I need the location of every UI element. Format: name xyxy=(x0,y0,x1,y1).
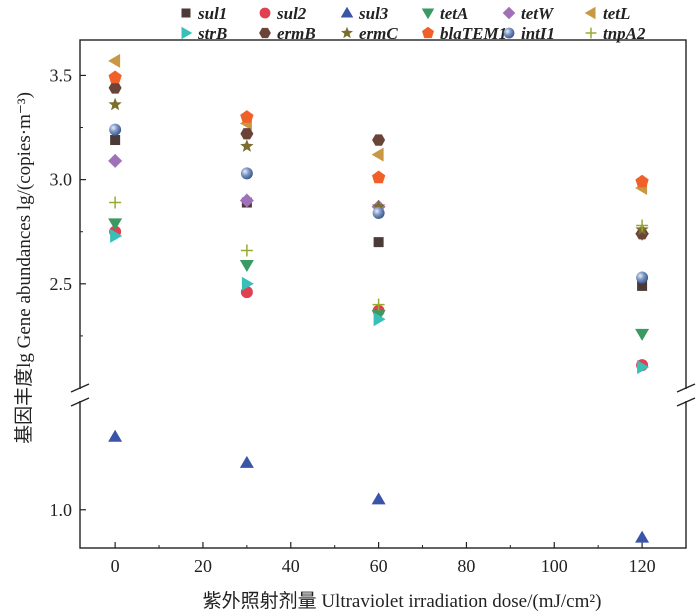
legend-label: ermC xyxy=(359,24,398,43)
legend-marker-tetl xyxy=(584,6,596,20)
legend-marker-sul3 xyxy=(340,6,354,18)
data-point-inti1 xyxy=(372,206,385,219)
data-point-tnpa2 xyxy=(636,219,649,232)
data-point-teta xyxy=(108,218,123,231)
data-point-strb xyxy=(637,360,650,375)
data-point-tetw xyxy=(108,153,123,168)
data-point-sul3 xyxy=(108,429,123,442)
x-tick-label: 100 xyxy=(541,556,568,576)
legend-label: tetA xyxy=(440,4,468,23)
x-tick-label: 120 xyxy=(629,556,656,576)
data-point-tetl xyxy=(371,147,384,162)
legend-marker-tnpa2 xyxy=(585,27,597,39)
data-points xyxy=(108,53,650,543)
x-tick-label: 80 xyxy=(457,556,475,576)
data-point-inti1 xyxy=(240,167,253,180)
legend-item-tetw: tetW xyxy=(502,4,555,23)
y-tick-label: 3.0 xyxy=(50,170,73,190)
legend-label: intI1 xyxy=(521,24,555,43)
legend-item-blatem1: blaTEM1 xyxy=(422,24,507,43)
y-tick-label: 3.5 xyxy=(50,65,73,85)
data-point-tnpa2 xyxy=(109,196,122,209)
legend-label: strB xyxy=(197,24,227,43)
axis-break-mark xyxy=(676,397,696,407)
legend-marker-blatem1 xyxy=(422,26,434,39)
axis-break-mark xyxy=(676,383,696,393)
legend-item-strb: strB xyxy=(181,24,227,43)
y-tick-label: 1.0 xyxy=(50,500,73,520)
data-point-blatem1 xyxy=(240,110,254,123)
legend: sul1 sul2 sul3 tetA tetW tetL strB ermB ermC blaT… xyxy=(181,4,646,43)
data-point-ermb xyxy=(635,228,649,240)
legend-item-ermc: ermC xyxy=(341,24,398,43)
data-point-sul3 xyxy=(371,492,386,505)
legend-marker-teta xyxy=(421,8,435,20)
legend-marker-sul1 xyxy=(181,8,191,18)
axis-break-gap-right xyxy=(678,389,694,401)
legend-item-sul3: sul3 xyxy=(340,4,389,23)
legend-label: sul2 xyxy=(276,4,307,23)
legend-marker-inti1 xyxy=(503,27,515,39)
axis-break-mark xyxy=(70,397,90,407)
data-point-ermc xyxy=(372,199,386,213)
legend-label: tnpA2 xyxy=(603,24,646,43)
data-point-strb xyxy=(241,276,254,291)
data-point-sul3 xyxy=(239,455,254,468)
legend-marker-strb xyxy=(181,26,193,40)
data-point-blatem1 xyxy=(108,70,122,84)
x-tick-label: 20 xyxy=(194,556,212,576)
y-tick-label: 2.5 xyxy=(50,274,73,294)
x-tick-label: 60 xyxy=(370,556,388,576)
legend-item-tnpa2: tnpA2 xyxy=(585,24,646,43)
legend-item-tetl: tetL xyxy=(584,4,630,23)
x-axis-title: 紫外照射剂量 Ultraviolet irradiation dose/(mJ/… xyxy=(203,590,602,612)
legend-label: sul3 xyxy=(358,4,389,23)
data-point-strb xyxy=(110,228,123,243)
axis-break-gap-left xyxy=(72,389,88,401)
data-point-blatem1 xyxy=(372,170,386,184)
legend-label: sul1 xyxy=(197,4,227,23)
data-point-ermb xyxy=(372,134,386,146)
data-point-strb xyxy=(373,312,386,327)
axis-break-mark xyxy=(70,383,90,393)
data-point-tetw xyxy=(239,193,254,208)
data-point-sul1 xyxy=(373,237,384,248)
legend-marker-sul2 xyxy=(259,7,271,19)
data-point-ermc xyxy=(108,97,122,111)
data-point-tnpa2 xyxy=(240,244,253,257)
axes: 0 20 40 60 80 100 120 1.0 2.5 3.0 3.5 xyxy=(50,65,687,576)
data-point-ermc xyxy=(240,139,254,152)
data-point-teta xyxy=(239,260,254,273)
data-point-teta xyxy=(635,328,650,341)
plot-area xyxy=(70,39,696,549)
data-point-sul3 xyxy=(635,530,650,543)
data-point-blatem1 xyxy=(635,174,649,188)
legend-item-ermb: ermB xyxy=(259,24,316,43)
legend-marker-ermb xyxy=(259,27,271,39)
legend-marker-tetw xyxy=(502,6,516,20)
data-point-ermb xyxy=(108,82,122,94)
legend-item-sul2: sul2 xyxy=(259,4,307,23)
legend-marker-ermc xyxy=(341,26,353,39)
legend-label: ermB xyxy=(277,24,316,43)
legend-item-teta: tetA xyxy=(421,4,468,23)
legend-label: tetW xyxy=(521,4,555,23)
y-axis-title: 基因丰度lg Gene abundances lg/(copies·m⁻³) xyxy=(13,92,35,444)
legend-label: blaTEM1 xyxy=(440,24,507,43)
data-point-ermb xyxy=(240,128,254,140)
data-point-inti1 xyxy=(636,271,649,284)
data-point-tetl xyxy=(108,53,121,68)
legend-item-inti1: intI1 xyxy=(503,24,555,43)
x-tick-label: 40 xyxy=(282,556,300,576)
data-point-sul1 xyxy=(637,280,648,291)
legend-item-sul1: sul1 xyxy=(181,4,227,23)
x-tick-label: 0 xyxy=(111,556,120,576)
legend-label: tetL xyxy=(603,4,630,23)
plot-frame xyxy=(79,39,687,549)
data-point-inti1 xyxy=(109,123,122,136)
data-point-tnpa2 xyxy=(372,298,385,311)
data-point-sul1 xyxy=(110,135,121,146)
